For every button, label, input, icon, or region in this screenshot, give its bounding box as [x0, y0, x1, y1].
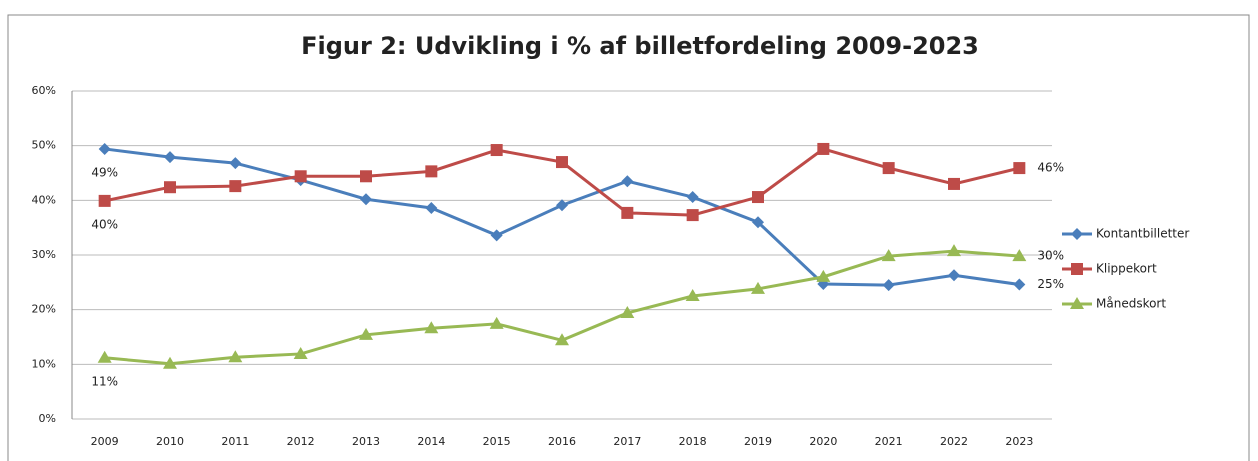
y-tick-label: 40%: [32, 193, 56, 206]
x-tick-label: 2019: [744, 435, 772, 448]
point-marker: [229, 180, 242, 193]
point-marker: [229, 157, 242, 170]
point-marker: [163, 356, 177, 369]
data-label: 30%: [1037, 249, 1064, 263]
x-tick-label: 2016: [548, 435, 576, 448]
point-marker: [1013, 278, 1026, 291]
point-marker: [489, 316, 504, 329]
y-tick-label: 0%: [39, 412, 56, 425]
legend-label: Månedskort: [1096, 297, 1166, 311]
x-tick-label: 2014: [417, 435, 445, 448]
point-marker: [360, 170, 372, 183]
point-marker: [947, 244, 961, 257]
point-marker: [686, 191, 699, 204]
chart-title: Figur 2: Udvikling i % af billetfordelin…: [301, 32, 979, 60]
point-marker: [424, 321, 439, 334]
y-tick-label: 60%: [32, 84, 56, 97]
point-marker: [425, 201, 438, 214]
point-marker: [98, 142, 111, 155]
point-marker: [360, 193, 372, 206]
point-marker: [556, 156, 568, 169]
point-marker: [164, 151, 176, 164]
x-tick-label: 2021: [875, 435, 903, 448]
x-tick-label: 2010: [156, 435, 184, 448]
point-marker: [685, 289, 700, 301]
point-marker: [425, 165, 438, 178]
point-marker: [490, 144, 503, 157]
point-marker: [228, 350, 243, 363]
point-marker: [490, 229, 503, 242]
point-marker: [1012, 249, 1027, 262]
x-tick-label: 2013: [352, 435, 380, 448]
chart-frame: [7, 14, 1250, 461]
point-marker: [621, 175, 634, 188]
point-marker: [882, 279, 895, 292]
point-marker: [620, 305, 635, 318]
x-tick-label: 2012: [287, 435, 315, 448]
point-marker: [816, 269, 831, 282]
x-tick-label: 2020: [809, 435, 837, 448]
point-marker: [98, 194, 111, 207]
x-tick-label: 2015: [483, 435, 511, 448]
point-marker: [751, 281, 765, 294]
data-label: 40%: [91, 217, 118, 231]
point-marker: [1013, 162, 1026, 175]
point-marker: [164, 181, 176, 194]
point-marker: [97, 350, 112, 363]
point-marker: [359, 327, 373, 340]
point-marker: [948, 177, 960, 190]
y-tick-label: 30%: [32, 248, 56, 261]
legend-marker: [1071, 228, 1083, 240]
x-tick-label: 2018: [679, 435, 707, 448]
point-marker: [752, 191, 764, 204]
data-label: 11%: [91, 374, 118, 388]
point-marker: [881, 249, 896, 262]
point-marker: [555, 333, 569, 346]
point-marker: [686, 209, 699, 222]
x-tick-label: 2022: [940, 435, 968, 448]
legend-marker: [1070, 297, 1084, 309]
point-marker: [293, 346, 308, 359]
point-marker: [621, 206, 634, 219]
y-tick-label: 10%: [32, 357, 56, 370]
data-label: 49%: [91, 165, 118, 179]
point-marker: [752, 216, 764, 229]
point-marker: [817, 142, 830, 155]
point-marker: [294, 170, 307, 183]
x-tick-label: 2023: [1005, 435, 1033, 448]
x-tick-label: 2017: [613, 435, 641, 448]
legend-label: Kontantbilletter: [1096, 227, 1189, 241]
legend-marker: [1071, 263, 1083, 275]
x-tick-label: 2011: [221, 435, 249, 448]
point-marker: [882, 162, 895, 175]
legend-label: Klippekort: [1096, 262, 1157, 276]
data-label: 25%: [1037, 277, 1064, 291]
y-tick-label: 50%: [32, 139, 56, 152]
x-tick-label: 2009: [91, 435, 119, 448]
data-label: 46%: [1037, 161, 1064, 175]
y-tick-label: 20%: [32, 303, 56, 316]
point-marker: [948, 269, 960, 282]
point-marker: [556, 199, 568, 212]
